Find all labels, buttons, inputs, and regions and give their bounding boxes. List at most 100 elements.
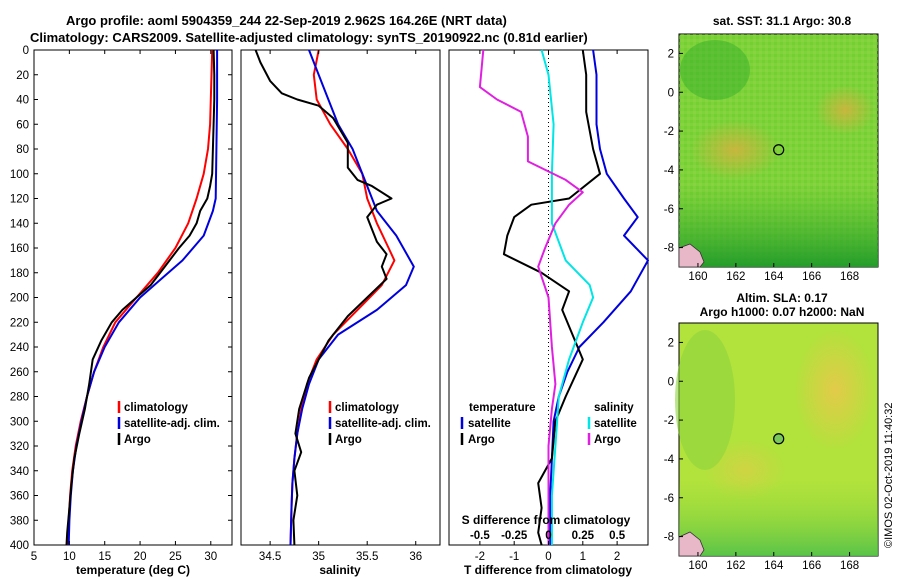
salinity-legend: climatology satellite-adj. clim. Argo <box>328 401 431 446</box>
temperature-plot-frame <box>33 49 233 546</box>
salinity-plot-frame <box>240 49 441 546</box>
legend-label-t-satellite: satellite <box>468 418 511 430</box>
map-y-tick-label: 0 <box>668 87 674 99</box>
top-x-tick-label: 0.25 <box>572 530 595 542</box>
depth-axis: 0 20 40 60 80 100 120 140 160 180 200 220 240 260 280 3… <box>10 45 648 552</box>
sla-map-subtitle: Argo h1000: 0.07 h2000: NaN <box>700 305 865 319</box>
x-tick-label: 15 <box>98 551 111 563</box>
map-x-tick-label: 164 <box>764 271 784 283</box>
series-line-s-satellite <box>540 49 595 545</box>
difference-x-axis: -2 -1 0 1 2 <box>475 50 620 563</box>
x-tick-label: 35 <box>312 551 325 563</box>
legend-label-climatology: climatology <box>124 402 189 414</box>
sst-warm-patch <box>815 85 875 135</box>
sla-map-panel: Altim. SLA: 0.17 Argo h1000: 0.07 h2000:… <box>664 291 879 572</box>
map-y-tick-label: -6 <box>664 204 674 216</box>
land-icon <box>678 243 705 268</box>
sst-warm-patch <box>690 120 780 180</box>
legend-label-satellite-adj: satellite-adj. clim. <box>124 418 220 430</box>
series-line-t-satellite <box>549 49 649 545</box>
depth-tick-label: 300 <box>10 416 29 428</box>
sst-cool-band <box>679 185 878 267</box>
figure-title-line2: Climatology: CARS2009. Satellite-adjuste… <box>30 30 588 45</box>
map-x-tick-label: 166 <box>802 560 821 572</box>
legend-label-t-argo: Argo <box>468 434 495 446</box>
land-icon <box>678 531 705 557</box>
top-x-tick-label: 0 <box>545 530 551 542</box>
map-x-tick-label: 168 <box>840 271 859 283</box>
legend-title-temperature: temperature <box>469 402 535 414</box>
x-tick-label: 30 <box>204 551 217 563</box>
depth-tick-label: 200 <box>10 293 29 305</box>
difference-legend-temperature: temperature satellite Argo <box>460 402 535 446</box>
map-y-tick-label: -2 <box>664 415 674 427</box>
map-y-tick-label: -6 <box>664 493 674 505</box>
depth-tick-label: 380 <box>10 515 29 527</box>
depth-tick-label: 340 <box>10 466 29 478</box>
depth-tick-label: 100 <box>10 169 29 181</box>
top-x-tick-label: -0.25 <box>501 530 528 542</box>
difference-series <box>478 49 649 546</box>
x-tick-label: 36 <box>409 551 422 563</box>
depth-tick-label: 400 <box>10 540 29 552</box>
depth-tick-label: 360 <box>10 491 29 503</box>
sst-map-axes: 160 162 164 166 168 2 0 -2 -4 -6 -8 <box>664 48 859 283</box>
temperature-legend: climatology satellite-adj. clim. Argo <box>117 401 220 446</box>
legend-label-climatology: climatology <box>335 402 400 414</box>
salinity-series <box>254 49 415 546</box>
difference-legend-salinity: salinity satellite Argo <box>587 402 637 446</box>
depth-tick-label: 80 <box>16 144 29 156</box>
depth-tick-label: 20 <box>16 70 29 82</box>
top-x-tick-label: -0.5 <box>470 530 490 542</box>
credit-text: ©IMOS 02-Oct-2019 11:40:32 <box>883 403 895 548</box>
series-line-argo <box>65 49 216 546</box>
map-y-tick-label: 2 <box>668 48 674 60</box>
legend-label-argo: Argo <box>335 434 362 446</box>
depth-tick-label: 0 <box>23 45 29 57</box>
depth-tick-label: 240 <box>10 342 29 354</box>
depth-tick-label: 280 <box>10 392 29 404</box>
x-tick-label: 25 <box>169 551 182 563</box>
argo-position-marker <box>773 144 785 156</box>
map-y-tick-label: -4 <box>664 165 675 177</box>
depth-tick-label: 140 <box>10 218 29 230</box>
map-x-tick-label: 168 <box>840 560 859 572</box>
sst-cool-patch <box>680 40 750 100</box>
depth-tick-label: 60 <box>16 119 29 131</box>
salinity-xlabel: salinity <box>319 563 361 577</box>
legend-label-s-satellite: satellite <box>594 418 637 430</box>
argo-position-marker <box>773 433 785 445</box>
depth-tick-label: 260 <box>10 367 29 379</box>
depth-tick-label: 160 <box>10 243 29 255</box>
x-tick-label: 10 <box>63 551 76 563</box>
sla-map-title: Altim. SLA: 0.17 <box>736 291 828 305</box>
x-tick-label: 0 <box>545 551 551 563</box>
map-x-tick-label: 160 <box>688 560 707 572</box>
series-line-s-argo <box>478 49 584 545</box>
series-line-satellite-adj-clim- <box>289 49 415 546</box>
depth-tick-label: 320 <box>10 441 29 453</box>
difference-xlabel: T difference from climatology <box>464 563 632 577</box>
salinity-x-axis: 34.5 35 35.5 36 <box>259 50 422 563</box>
map-y-tick-label: 2 <box>668 337 674 349</box>
map-y-tick-label: -4 <box>664 454 675 466</box>
difference-top-xlabel: S difference from climatology <box>462 513 631 527</box>
map-y-tick-label: -2 <box>664 126 674 138</box>
x-tick-label: 1 <box>580 551 586 563</box>
temperature-x-axis: 5 10 15 20 25 30 <box>31 50 217 563</box>
map-x-tick-label: 166 <box>802 271 821 283</box>
sla-low-band <box>679 480 878 556</box>
depth-tick-label: 180 <box>10 268 29 280</box>
map-y-tick-label: -8 <box>664 243 674 255</box>
map-y-tick-label: 0 <box>668 376 674 388</box>
map-y-tick-label: -8 <box>664 532 674 544</box>
temperature-series <box>65 49 219 546</box>
x-tick-label: 2 <box>614 551 620 563</box>
top-x-tick-label: 0.5 <box>609 530 626 542</box>
map-x-tick-label: 162 <box>726 560 745 572</box>
legend-label-satellite-adj: satellite-adj. clim. <box>335 418 431 430</box>
sla-low-patch <box>675 330 735 470</box>
difference-panel: -2 -1 0 1 2 T difference from climatology S … <box>448 49 649 577</box>
legend-title-salinity: salinity <box>594 402 634 414</box>
